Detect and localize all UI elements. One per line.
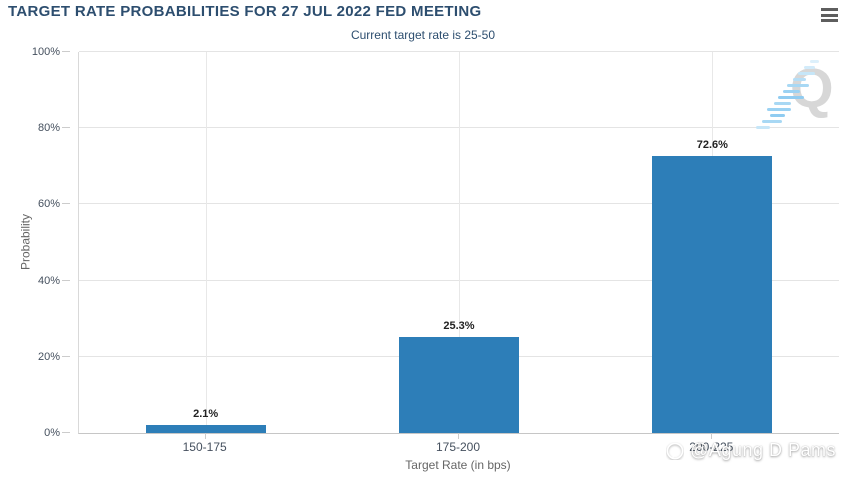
chart-title: TARGET RATE PROBABILITIES FOR 27 JUL 202… [8, 3, 482, 20]
x-axis-labels: 150-175 175-200 200-225 [78, 440, 838, 456]
y-tick-label: 40% [37, 274, 60, 287]
chart-subtitle: Current target rate is 25-50 [350, 28, 496, 42]
plot-area: 2.1% 25.3% 72.6% [78, 51, 839, 434]
y-tick-mark [62, 203, 70, 205]
v-gridline [459, 52, 460, 433]
x-tick-mark [711, 433, 713, 439]
y-tick-mark [62, 127, 70, 129]
x-tick-label: 175-200 [435, 440, 481, 454]
y-tick-label: 0% [44, 427, 60, 439]
y-tick-label: 60% [37, 198, 60, 211]
x-axis-title: Target Rate (in bps) [405, 458, 511, 472]
y-tick-mark [62, 355, 70, 357]
y-tick-mark [62, 51, 70, 52]
y-tick-mark [62, 279, 70, 281]
hamburger-menu-icon[interactable] [820, 7, 839, 23]
x-tick-label: 200-225 [689, 440, 734, 454]
y-tick-mark [62, 432, 70, 433]
menu-bar [821, 8, 838, 11]
menu-bar [821, 19, 838, 22]
bar-data-label: 25.3% [443, 319, 475, 332]
y-axis-title: Probability [18, 213, 33, 271]
bar[interactable] [652, 156, 773, 433]
y-tick-label: 100% [31, 46, 60, 58]
y-axis: 0% 20% 40% 60% 80% 100% [0, 46, 70, 439]
v-gridline [205, 52, 207, 433]
y-tick-label: 20% [37, 350, 60, 363]
y-tick-label: 80% [37, 122, 60, 135]
bar[interactable] [145, 425, 266, 433]
x-tick-mark [204, 433, 206, 439]
menu-bar [821, 13, 838, 17]
x-tick-mark [458, 433, 459, 439]
bar[interactable] [399, 336, 519, 433]
x-axis-ticks [78, 433, 838, 439]
h-gridline [79, 51, 839, 52]
x-tick-label: 150-175 [182, 440, 227, 454]
bar-data-label: 72.6% [696, 139, 728, 152]
bar-data-label: 2.1% [193, 408, 219, 420]
